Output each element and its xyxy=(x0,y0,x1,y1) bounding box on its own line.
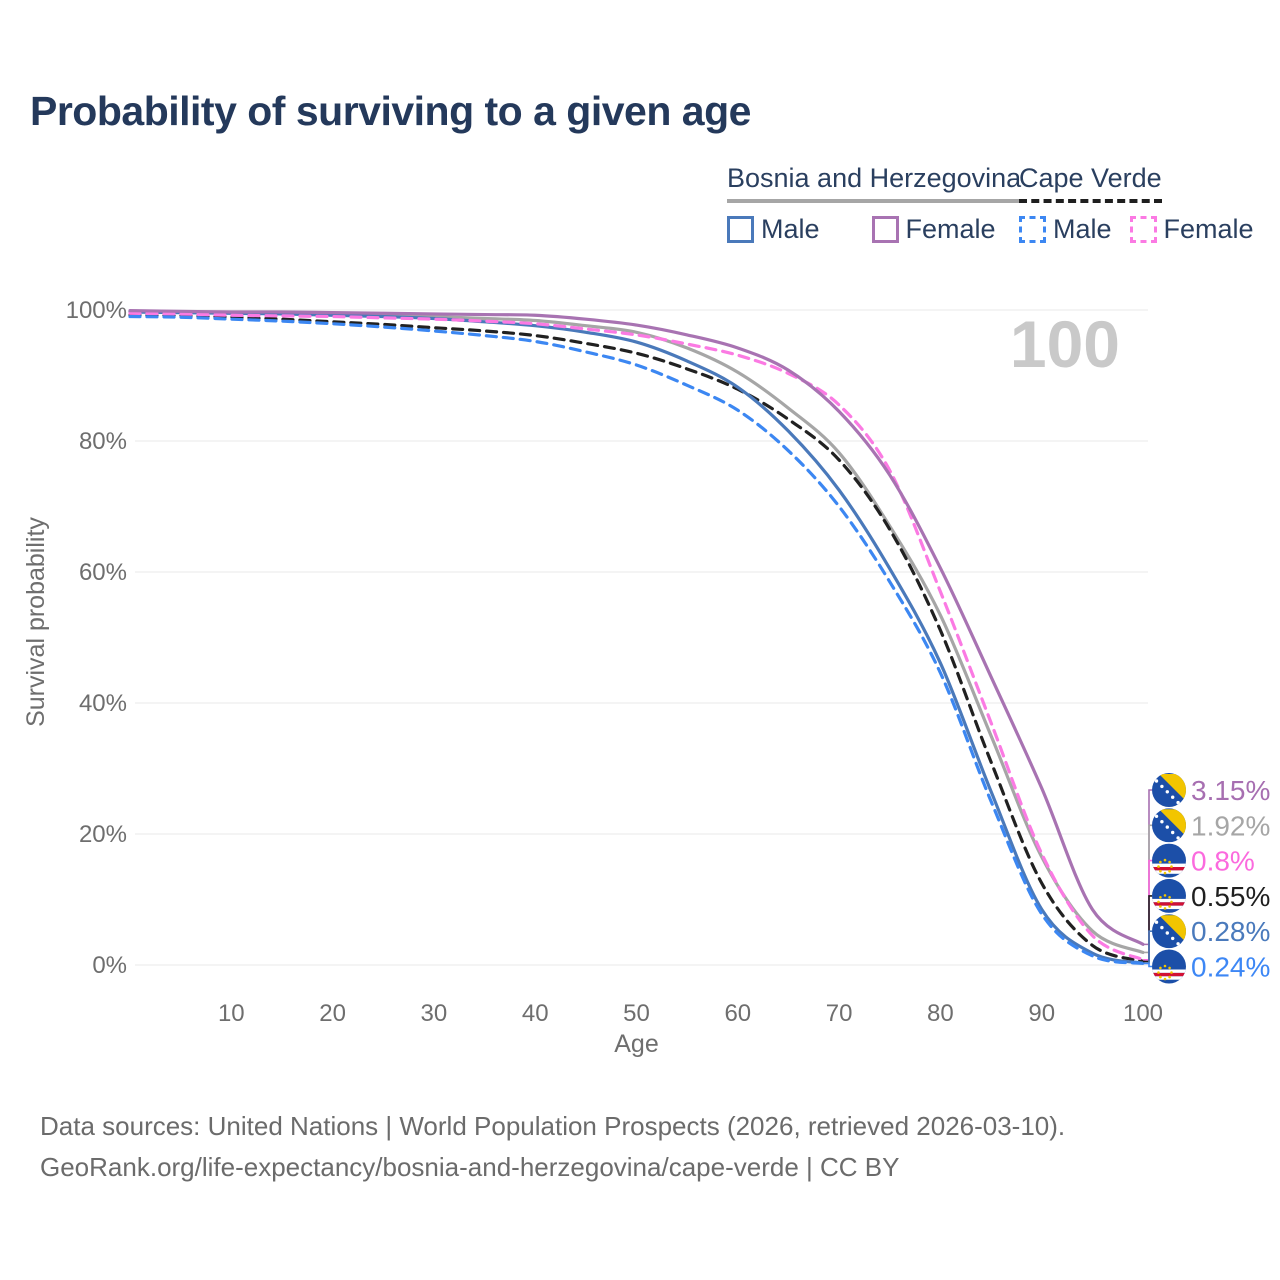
x-tick-label: 20 xyxy=(319,1000,346,1027)
x-tick-label: 70 xyxy=(826,1000,853,1027)
legend-item-label: Female xyxy=(1163,214,1254,244)
legend-item-cv-female[interactable]: Female xyxy=(1129,214,1254,245)
legend-item-label: Male xyxy=(1053,214,1112,244)
x-tick-label: 40 xyxy=(522,1000,549,1027)
callout-line xyxy=(1143,930,1152,964)
x-tick-label: 100 xyxy=(1123,1000,1163,1027)
y-tick-label: 60% xyxy=(79,559,127,586)
y-tick-label: 20% xyxy=(79,821,127,848)
bosnia-and-herzegovina-flag-icon xyxy=(1152,808,1186,843)
legend-item-bih-female[interactable]: Female xyxy=(871,214,996,245)
x-tick-label: 80 xyxy=(927,1000,954,1027)
legend-country-label-bosnia: Bosnia and Herzegovina xyxy=(727,163,1022,203)
legend-swatch-bih-male xyxy=(727,216,754,243)
series-line-cv-male[interactable] xyxy=(128,314,1145,966)
legend-item-cv-male[interactable]: Male xyxy=(1019,214,1112,245)
legend-item-bih-male[interactable]: Male xyxy=(727,214,820,245)
x-tick-label: 30 xyxy=(421,1000,448,1027)
legend-swatch-bih-female xyxy=(871,216,899,243)
chart-legend: Bosnia and Herzegovina Male Female Cape … xyxy=(0,0,1280,250)
legend-country-label-cape-verde: Cape Verde xyxy=(1019,163,1162,203)
x-tick-label: 10 xyxy=(218,1000,245,1027)
series-line-bih-male[interactable] xyxy=(128,310,1145,965)
x-axis-label: Age xyxy=(614,1030,658,1058)
end-value-label: 0.24% xyxy=(1191,952,1270,983)
series-line-bih-female[interactable] xyxy=(128,309,1145,946)
x-tick-label: 50 xyxy=(623,1000,650,1027)
callout-line xyxy=(1143,962,1152,968)
y-tick-label: 100% xyxy=(66,297,127,324)
legend-swatch-cv-female xyxy=(1129,216,1157,243)
y-tick-label: 40% xyxy=(79,690,127,717)
legend-item-label: Female xyxy=(905,214,996,244)
legend-swatch-cv-male xyxy=(1019,216,1046,243)
series-line-cv-female[interactable] xyxy=(128,311,1145,962)
callout-line xyxy=(1143,789,1152,946)
x-tick-label: 90 xyxy=(1028,1000,1055,1027)
chart-footer: Data sources: United Nations | World Pop… xyxy=(40,1106,1065,1188)
y-axis-label: Survival probability xyxy=(22,517,50,727)
series-line-bih-total[interactable] xyxy=(128,309,1145,955)
end-value-label: 0.8% xyxy=(1191,846,1255,877)
cape-verde-flag-icon xyxy=(1152,949,1186,984)
page-title: Probability of surviving to a given age xyxy=(30,88,751,134)
end-value-label: 3.15% xyxy=(1191,775,1270,806)
x-tick-label: 60 xyxy=(724,1000,751,1027)
legend-group-bosnia-and-herzegovina: Bosnia and Herzegovina Male Female xyxy=(727,163,1022,245)
footer-source-line: Data sources: United Nations | World Pop… xyxy=(40,1111,1066,1141)
callout-line xyxy=(1143,824,1152,954)
bosnia-and-herzegovina-flag-icon xyxy=(1152,914,1186,949)
series-line-cv-total[interactable] xyxy=(128,313,1145,963)
legend-item-label: Male xyxy=(761,214,820,244)
legend-group-cape-verde: Cape Verde Male Female xyxy=(1019,163,1254,245)
y-tick-label: 0% xyxy=(92,952,127,979)
end-value-label: 0.55% xyxy=(1191,881,1270,912)
age-annotation: 100 xyxy=(1010,307,1120,381)
bosnia-and-herzegovina-flag-icon xyxy=(1152,773,1186,807)
survival-chart: 0% 20% 40% 60% 80% 100% 10 20 30 40 50 60 70 80 90 100 A… xyxy=(22,297,1270,1058)
end-value-label: 0.28% xyxy=(1191,916,1270,947)
cape-verde-flag-icon xyxy=(1152,843,1186,878)
end-value-label: 1.92% xyxy=(1191,810,1270,841)
cape-verde-flag-icon xyxy=(1152,878,1186,913)
footer-url-line: GeoRank.org/life-expectancy/bosnia-and-h… xyxy=(40,1152,900,1182)
callout-line xyxy=(1143,895,1152,963)
y-tick-label: 80% xyxy=(79,428,127,455)
